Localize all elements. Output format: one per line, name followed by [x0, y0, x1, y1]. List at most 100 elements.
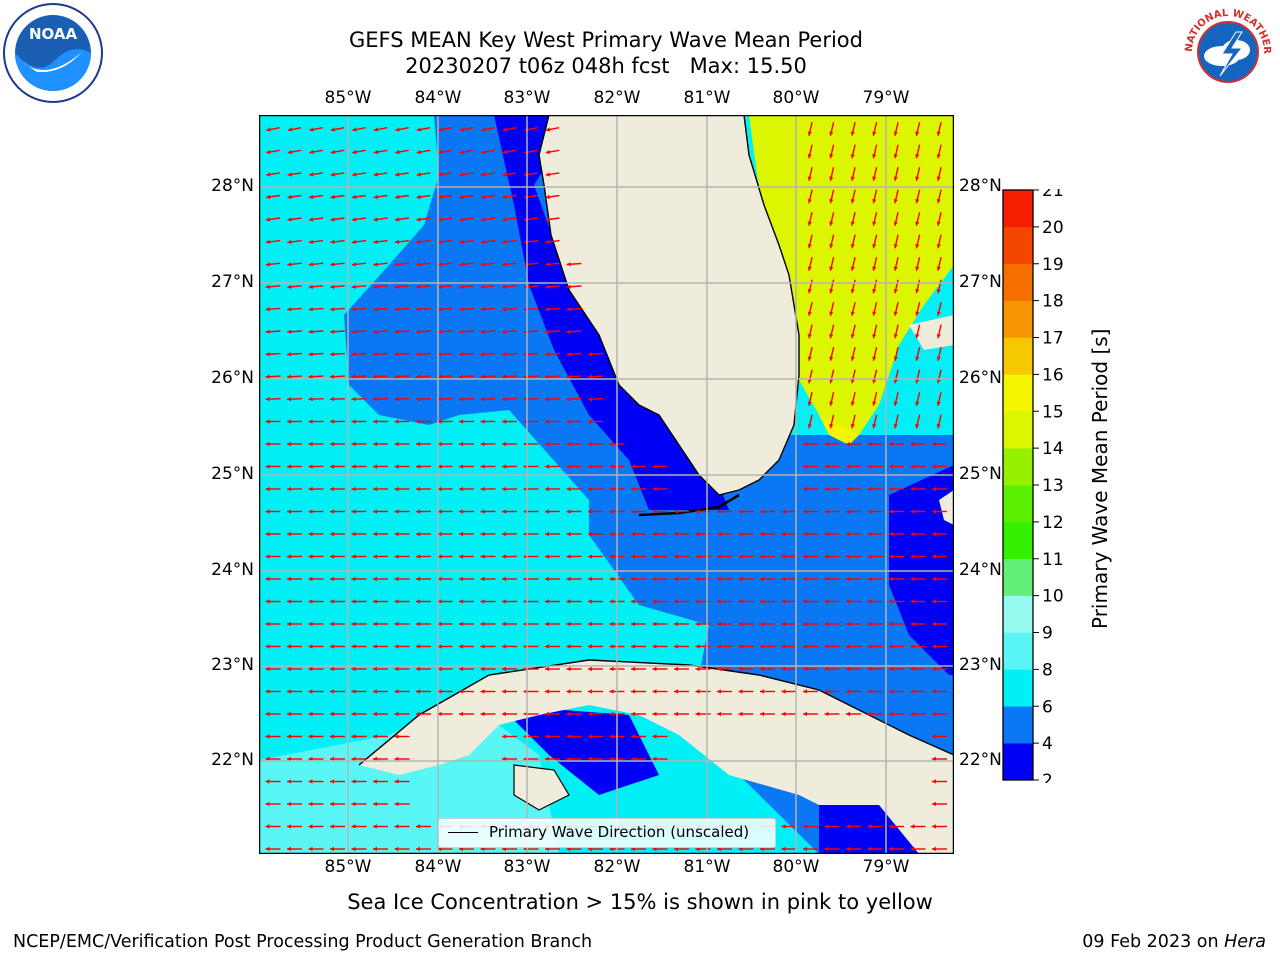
wave-arrow-head [459, 397, 464, 402]
wave-arrow-head [807, 221, 812, 226]
wave-arrow-head [480, 711, 485, 717]
lat-tick-left: 27°N [211, 272, 254, 292]
wave-arrow-head [807, 176, 812, 181]
wave-arrow-head [416, 599, 420, 604]
wave-arrow-head [287, 284, 292, 289]
wave-arrow-head [502, 239, 507, 244]
wave-arrow-head [287, 824, 291, 829]
wave-arrow-head [309, 172, 314, 177]
wave-arrow-head [829, 379, 834, 384]
wave-arrow-head [824, 509, 829, 514]
wave-arrow-head [566, 374, 571, 379]
wave-arrow-head [803, 464, 808, 469]
wave-arrow-head [738, 666, 743, 672]
wave-arrow-head [416, 554, 421, 559]
wave-arrow-head [459, 307, 464, 312]
wave-arrow-head [502, 576, 506, 582]
wave-arrow-head [910, 689, 915, 694]
wave-arrow-head [609, 599, 614, 604]
wave-arrow-head [867, 846, 872, 852]
colorbar: 2 4 6 8 9 10 11 12 13 14 15 16 17 18 19 20 21 [1002, 189, 1064, 783]
wave-arrow-head [287, 554, 292, 559]
wave-arrow-head [351, 441, 356, 447]
wave-arrow-head [437, 576, 442, 582]
wave-arrow-head [807, 401, 812, 406]
wave-arrow-head [829, 334, 834, 339]
wave-arrow-head [910, 666, 915, 672]
wave-arrow-head [936, 244, 941, 249]
wave-arrow-head [373, 486, 378, 492]
wave-arrow-head [265, 329, 270, 334]
wave-arrow-head [373, 217, 378, 222]
wave-arrow-head [351, 374, 356, 379]
wave-arrow-head [545, 576, 549, 582]
wave-arrow-head [932, 734, 936, 739]
wave-arrow-head [265, 307, 270, 312]
wave-arrow-head [480, 307, 485, 312]
lon-tick-top: 82°W [593, 88, 641, 108]
wave-arrow-head [351, 576, 356, 582]
wave-arrow-head [631, 621, 635, 627]
lon-tick-top: 80°W [772, 88, 820, 108]
wave-arrow-head [545, 756, 549, 762]
wave-arrow-head [502, 127, 508, 132]
map-panel [259, 115, 954, 854]
wave-arrow-head [652, 509, 657, 514]
wave-arrow-head [829, 154, 834, 159]
wave-arrow-head [480, 352, 485, 357]
wave-arrow-head [846, 441, 851, 447]
lon-tick-bottom: 85°W [324, 857, 372, 877]
wave-arrow-head [308, 666, 313, 672]
cuba-coastline [358, 659, 954, 766]
wave-arrow-head [889, 554, 894, 559]
wave-arrow-head [932, 666, 936, 672]
chart-subtitle: 20230207 t06z 048h fcst Max: 15.50 [405, 54, 807, 78]
wave-arrow-head [738, 689, 743, 694]
wave-arrow-head [781, 711, 786, 717]
lon-tick-top: 84°W [414, 88, 462, 108]
wave-arrow-head [915, 401, 920, 406]
wave-arrow-head [824, 711, 829, 717]
wave-arrow-head [936, 221, 941, 226]
wave-arrow-head [588, 374, 593, 379]
wave-arrow-head [936, 401, 941, 406]
wave-arrow-head [351, 284, 356, 289]
wave-arrow-head [545, 194, 550, 200]
wave-arrow-head [437, 307, 442, 312]
wave-arrow-head [824, 621, 829, 627]
wave-arrow-head [781, 689, 786, 694]
colorbar-tick-label: 15 [1042, 402, 1064, 422]
wave-arrow-head [695, 644, 700, 649]
wave-arrow-head [416, 531, 421, 537]
wave-arrow-head [566, 284, 571, 289]
wave-arrow-head [330, 194, 335, 200]
wave-arrow-head [915, 154, 920, 159]
wave-arrow-head [352, 149, 357, 155]
wave-arrow-head [308, 284, 313, 289]
wave-arrow-head [824, 464, 829, 469]
wave-arrow-head [287, 262, 292, 267]
wave-arrow-head [265, 441, 270, 447]
wave-arrow-head [807, 131, 812, 136]
wave-arrow-head [566, 756, 571, 762]
wave-arrow-head [308, 329, 313, 334]
wave-arrow-head [330, 419, 335, 424]
wave-arrow-head [373, 194, 378, 200]
wave-arrow-head [502, 441, 507, 447]
wave-arrow-head [394, 441, 399, 447]
wave-arrow-head [502, 397, 507, 402]
wave-arrow-head [915, 379, 920, 384]
wave-arrow-head [932, 779, 936, 784]
wave-arrow-head [308, 689, 313, 694]
wave-arrow-head [266, 127, 271, 132]
wave-arrow-head [308, 397, 313, 402]
wave-arrow-head [803, 554, 808, 559]
wave-arrow-head [459, 149, 465, 155]
wave-arrow-head [459, 239, 464, 244]
wave-arrow-head [850, 131, 855, 136]
wave-arrow-head [652, 756, 657, 762]
wave-arrow-head [588, 419, 593, 424]
wave-arrow-head [416, 846, 420, 852]
wave-arrow-head [330, 262, 335, 267]
wave-arrow-head [652, 621, 657, 627]
